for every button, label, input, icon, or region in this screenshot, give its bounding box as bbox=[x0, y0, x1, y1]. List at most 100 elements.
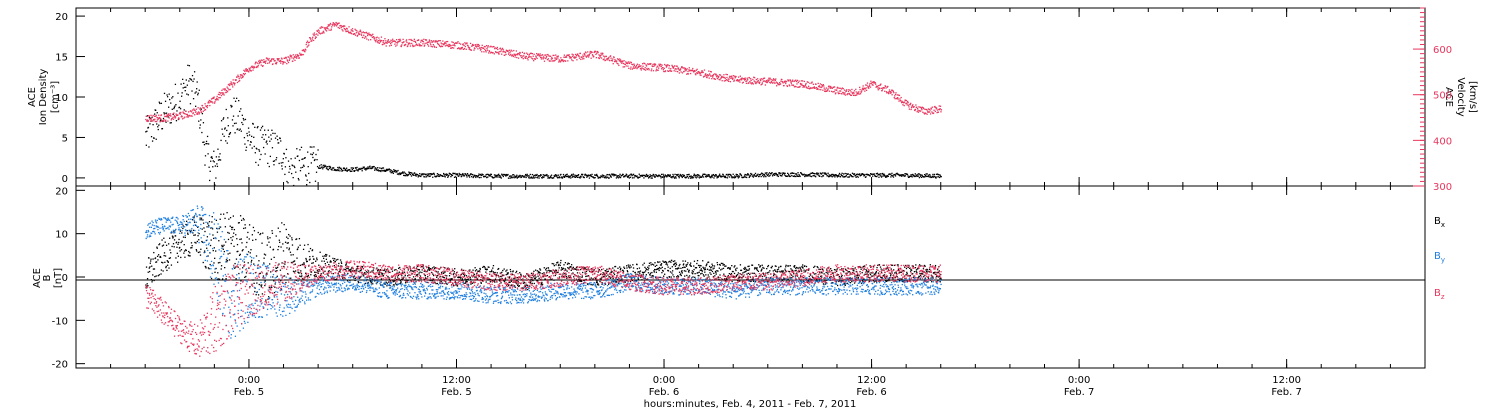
data-point bbox=[353, 33, 355, 36]
data-point bbox=[180, 95, 183, 97]
data-point bbox=[380, 39, 382, 42]
data-point bbox=[627, 176, 629, 179]
data-point bbox=[516, 56, 518, 59]
data-point bbox=[359, 31, 361, 33]
data-point bbox=[241, 250, 243, 252]
data-point bbox=[695, 174, 697, 177]
data-point bbox=[456, 42, 458, 44]
data-point bbox=[285, 148, 288, 151]
data-point bbox=[819, 175, 821, 177]
data-point bbox=[220, 268, 222, 270]
data-point bbox=[480, 174, 483, 176]
data-point bbox=[699, 72, 701, 74]
data-point bbox=[379, 41, 381, 43]
data-point bbox=[245, 68, 247, 70]
data-point bbox=[496, 52, 498, 54]
data-point bbox=[630, 61, 633, 64]
data-point bbox=[508, 277, 511, 279]
data-point bbox=[177, 261, 179, 263]
data-point bbox=[215, 98, 217, 101]
data-point bbox=[544, 278, 546, 280]
data-point bbox=[584, 51, 587, 53]
data-point bbox=[571, 55, 574, 57]
data-point bbox=[869, 175, 871, 177]
data-point bbox=[844, 175, 846, 178]
data-point bbox=[227, 125, 229, 127]
data-point bbox=[643, 62, 645, 64]
data-point bbox=[157, 259, 159, 261]
data-point bbox=[338, 271, 340, 273]
data-point bbox=[306, 179, 308, 181]
data-point bbox=[503, 268, 505, 270]
data-point bbox=[432, 278, 434, 280]
data-point bbox=[425, 173, 427, 175]
data-point bbox=[605, 275, 607, 277]
data-point bbox=[311, 146, 313, 148]
data-point bbox=[753, 174, 756, 176]
data-point bbox=[211, 157, 213, 159]
data-point bbox=[320, 27, 322, 29]
data-point bbox=[654, 64, 656, 66]
data-point bbox=[782, 81, 784, 83]
data-point bbox=[629, 62, 631, 65]
data-point bbox=[564, 262, 567, 264]
data-point bbox=[282, 63, 284, 65]
data-point bbox=[660, 63, 662, 66]
data-point bbox=[833, 174, 835, 177]
data-point bbox=[529, 52, 532, 55]
data-point bbox=[903, 102, 905, 104]
data-point bbox=[576, 174, 578, 177]
data-point bbox=[340, 168, 343, 171]
data-point bbox=[387, 40, 389, 42]
data-point bbox=[907, 101, 909, 104]
data-point bbox=[702, 173, 704, 176]
data-point bbox=[324, 255, 326, 257]
data-point bbox=[736, 79, 738, 82]
data-point bbox=[434, 267, 436, 269]
data-point bbox=[868, 85, 870, 87]
data-point bbox=[438, 44, 441, 46]
data-point bbox=[553, 264, 555, 267]
data-point bbox=[859, 173, 861, 175]
data-point bbox=[347, 272, 349, 275]
data-point bbox=[789, 175, 791, 178]
data-point bbox=[369, 165, 371, 167]
data-point bbox=[278, 58, 280, 60]
data-point bbox=[709, 176, 711, 178]
data-point bbox=[189, 103, 192, 105]
data-point bbox=[546, 274, 549, 277]
data-point bbox=[378, 273, 380, 276]
data-point bbox=[183, 82, 185, 85]
data-point bbox=[279, 59, 281, 62]
data-point bbox=[411, 172, 413, 174]
data-point bbox=[371, 166, 373, 168]
data-point bbox=[253, 65, 255, 68]
data-point bbox=[255, 161, 257, 164]
data-point bbox=[171, 245, 173, 248]
y-tick-label: 400 bbox=[1433, 136, 1452, 147]
data-point bbox=[621, 62, 623, 65]
data-point bbox=[189, 252, 191, 254]
data-point bbox=[585, 56, 588, 58]
data-point bbox=[538, 271, 541, 274]
data-point bbox=[226, 142, 228, 144]
data-point bbox=[359, 276, 361, 279]
data-point bbox=[351, 168, 353, 171]
data-point bbox=[383, 269, 385, 272]
data-point bbox=[178, 117, 180, 119]
data-point bbox=[898, 94, 901, 97]
data-point bbox=[201, 241, 204, 243]
data-point bbox=[312, 36, 314, 38]
data-point bbox=[494, 278, 497, 280]
data-point bbox=[242, 123, 244, 126]
data-point bbox=[461, 279, 463, 282]
data-point bbox=[692, 70, 694, 72]
data-point bbox=[865, 84, 867, 86]
data-point bbox=[395, 39, 398, 41]
data-point bbox=[237, 128, 239, 130]
data-point bbox=[408, 171, 410, 173]
data-point bbox=[670, 176, 673, 178]
data-point bbox=[606, 58, 608, 60]
data-point bbox=[288, 247, 291, 249]
